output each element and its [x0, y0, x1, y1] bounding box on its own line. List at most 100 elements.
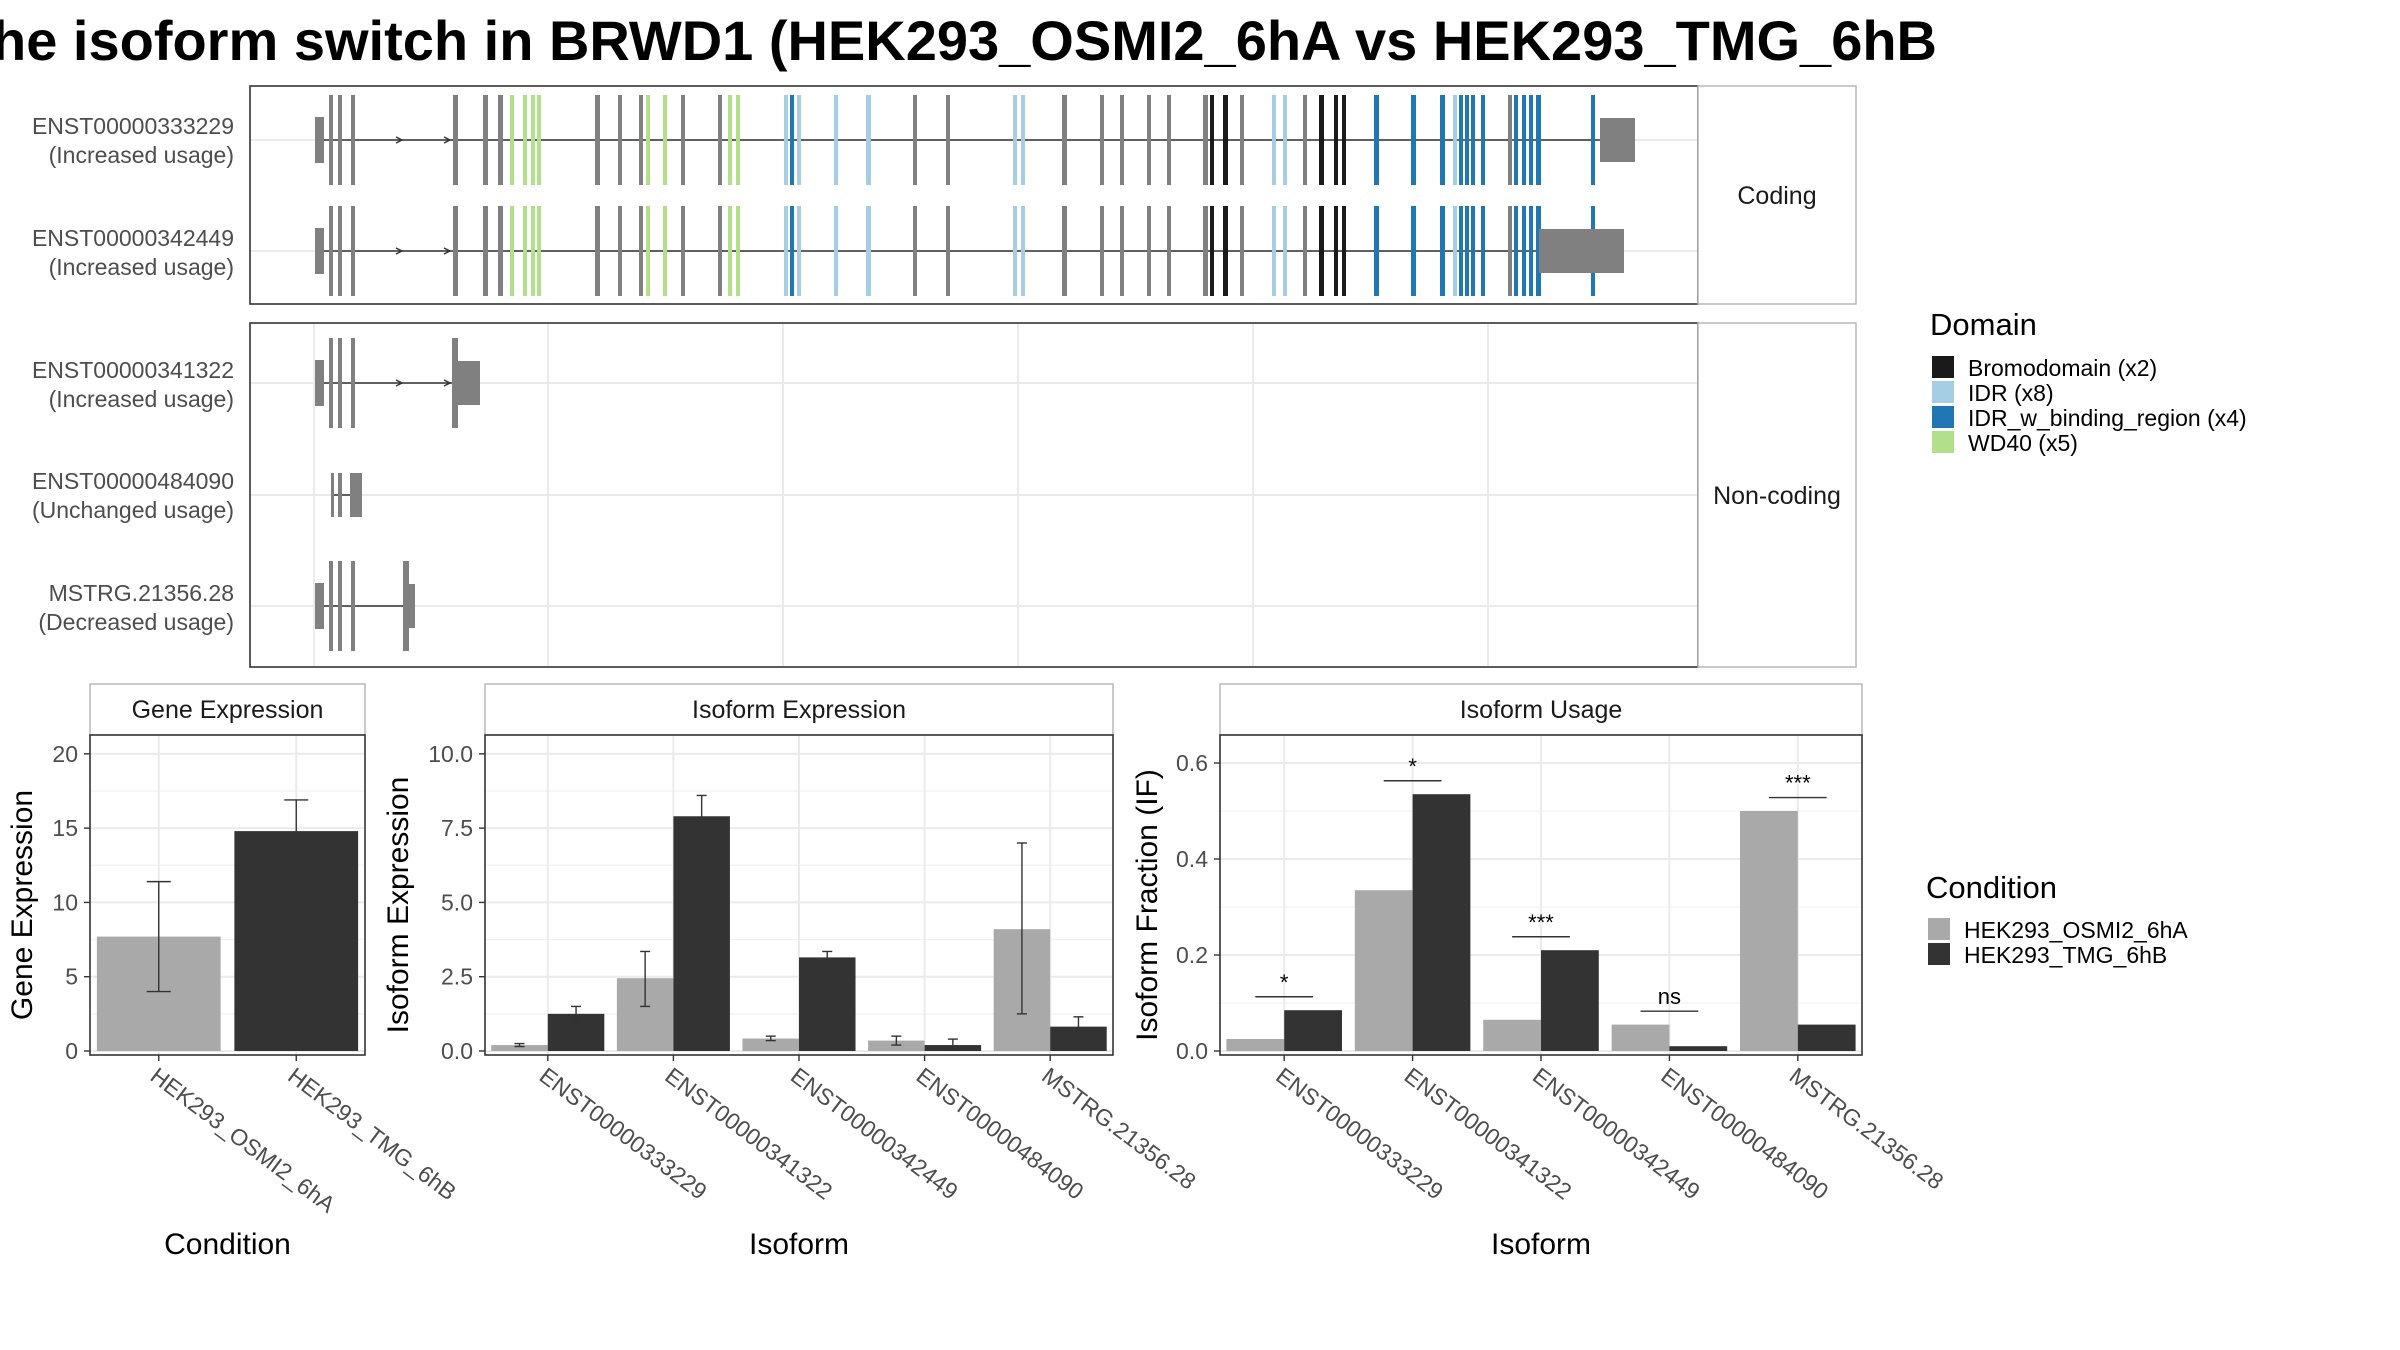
exon [1147, 95, 1151, 185]
bar [1412, 794, 1471, 1051]
transcript-usage: (Increased usage) [49, 386, 234, 412]
exon [946, 95, 950, 185]
y-tick-label: 5.0 [441, 889, 473, 915]
transcript-id: ENST00000333229 [32, 113, 234, 139]
exon [1440, 95, 1445, 185]
utr-exon [409, 584, 415, 628]
x-axis-title: Isoform [1491, 1228, 1591, 1261]
chart-panel: Isoform Usage0.00.20.40.6*****ns***ENST0… [1131, 683, 1948, 1261]
exon [1334, 95, 1338, 185]
transcript-usage: (Decreased usage) [38, 609, 234, 635]
bar [234, 831, 359, 1051]
exon [531, 95, 535, 185]
y-tick-label: 10 [52, 889, 78, 915]
exon [1508, 95, 1512, 185]
plot-title: he isoform switch in BRWD1 (HEK293_OSMI2… [0, 9, 1937, 72]
y-tick-label: 5 [65, 964, 78, 990]
bar [491, 1045, 548, 1051]
exon [338, 473, 342, 517]
exon [663, 95, 667, 185]
legend-item: HEK293_TMG_6hB [1964, 942, 2167, 968]
exon [1459, 206, 1463, 296]
exon [1021, 95, 1025, 185]
exon [1334, 206, 1338, 296]
utr-exon [458, 361, 480, 405]
x-axis-title: Isoform [749, 1228, 849, 1261]
exon [618, 95, 622, 185]
condition-legend-title: Condition [1926, 870, 2057, 905]
exon [1342, 206, 1346, 296]
exon [315, 228, 324, 274]
chart-strip [89, 683, 366, 736]
exon [736, 206, 740, 296]
exon [1453, 206, 1457, 296]
exon [646, 206, 650, 296]
bar [1354, 890, 1413, 1051]
exon [453, 206, 458, 296]
exon [1453, 95, 1457, 185]
exon [1100, 95, 1104, 185]
exon [1223, 206, 1228, 296]
domain-legend: Domain Bromodomain (x2) IDR (x8) IDR_w_b… [1930, 307, 2247, 456]
coding-strip [1697, 85, 1857, 305]
exon [1591, 95, 1595, 185]
exon [510, 206, 514, 296]
exon [403, 561, 409, 651]
exon [329, 338, 333, 428]
exon [1374, 206, 1379, 296]
legend-swatch [1932, 356, 1954, 378]
exon [1283, 206, 1287, 296]
exon [790, 206, 794, 296]
exon [315, 583, 324, 629]
exon [913, 95, 917, 185]
exon [639, 206, 643, 296]
chart-title: Gene Expression [132, 696, 324, 724]
strand-arrow [395, 379, 404, 387]
bar [1483, 1019, 1541, 1051]
exon [523, 206, 527, 296]
exon [1147, 206, 1151, 296]
legend-item: HEK293_OSMI2_6hA [1964, 917, 2188, 943]
exon [1459, 95, 1463, 185]
strand-arrow [443, 379, 452, 387]
legend-swatch [1932, 381, 1954, 403]
chart-title: Isoform Expression [692, 696, 906, 724]
exon [483, 95, 488, 185]
y-tick-label: 0.2 [1176, 942, 1208, 968]
exon [1210, 95, 1214, 185]
exon [338, 95, 342, 185]
exon [718, 95, 722, 185]
legend-item: IDR (x8) [1968, 380, 2054, 406]
utr-exon [1600, 118, 1635, 162]
legend-swatch [1932, 431, 1954, 453]
exon [736, 95, 740, 185]
exon [1471, 95, 1475, 185]
bar [1611, 1024, 1670, 1051]
exon [646, 95, 650, 185]
exon [913, 206, 917, 296]
exon [1272, 206, 1276, 296]
exon [483, 206, 488, 296]
exon [784, 206, 788, 296]
coding-strip-label: Coding [1737, 182, 1816, 210]
exon [1529, 206, 1533, 296]
bar-charts: Gene Expression05101520HEK293_OSMI2_6hAH… [6, 683, 1948, 1261]
bar [1284, 1010, 1342, 1051]
exon [866, 206, 871, 296]
exon [1120, 95, 1124, 185]
exon [1120, 206, 1124, 296]
exon [510, 95, 514, 185]
transcript-usage: (Increased usage) [49, 254, 234, 280]
exon [1529, 95, 1533, 185]
legend-swatch [1928, 918, 1950, 940]
exon [1013, 95, 1017, 185]
exon [331, 473, 334, 517]
exon [523, 95, 527, 185]
exon [1167, 95, 1171, 185]
exon [1210, 206, 1214, 296]
y-tick-label: 0.4 [1176, 846, 1208, 872]
exon [1536, 95, 1541, 185]
bar [868, 1040, 925, 1051]
exon [784, 95, 788, 185]
